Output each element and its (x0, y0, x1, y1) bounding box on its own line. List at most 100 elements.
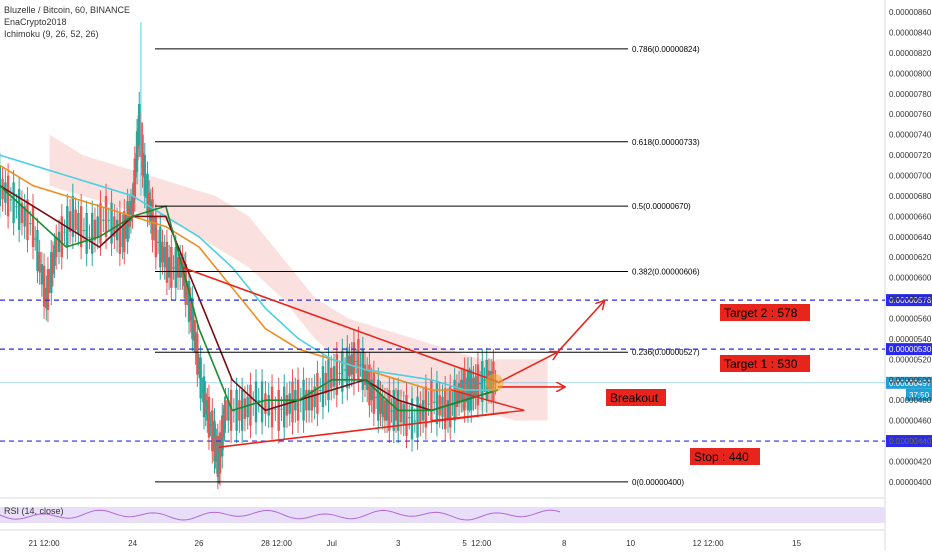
price-axis-tick: 0.00000500 (889, 376, 932, 385)
fib-level-label: 0(0.00000400) (632, 478, 684, 487)
candle-body (385, 400, 389, 421)
level-price-tag (886, 294, 932, 307)
candle-body (23, 206, 26, 227)
annotation-box[interactable] (720, 304, 810, 321)
target-arrow[interactable] (556, 301, 604, 353)
candle-body (392, 389, 395, 431)
candle-body (201, 389, 204, 391)
candle-body (354, 361, 358, 363)
candle-body (299, 400, 303, 402)
candle-body (121, 226, 124, 247)
triangle-trendline[interactable] (182, 266, 499, 383)
rsi-indicator-label[interactable]: RSI (14, close) (4, 506, 64, 516)
candle-body (68, 211, 72, 232)
candle-body (381, 396, 384, 418)
candle-body (310, 389, 314, 411)
target-arrow[interactable] (497, 352, 558, 384)
annotation-text: Target 1 : 530 (724, 357, 798, 371)
candle-body (377, 379, 380, 421)
annotation-box[interactable] (690, 448, 760, 465)
candle-body (277, 389, 280, 431)
candle-body (131, 195, 134, 217)
candle-body (199, 357, 202, 399)
countdown-tag (906, 388, 932, 401)
candle-body (51, 253, 55, 275)
candle-body (302, 379, 305, 421)
current-price-label: 0.00000497 (889, 379, 932, 388)
candle-body (161, 241, 164, 263)
candle-body (45, 287, 48, 309)
fib-level-label: 0.786(0.00000824) (632, 45, 700, 54)
candle-body (163, 247, 166, 268)
countdown-label: 37:50 (909, 391, 930, 400)
candle-body (481, 361, 484, 402)
chart-legend: Bluzelle / Bitcoin, 60, BINANCE EnaCrypt… (4, 4, 130, 40)
annotation-box[interactable] (606, 389, 666, 406)
candle-body (430, 379, 433, 421)
candle-body (372, 372, 376, 414)
candle-body (280, 408, 283, 410)
candle-body (48, 281, 51, 283)
time-axis-tick: Jul (327, 539, 337, 548)
candle-body (15, 206, 18, 208)
indicator-label[interactable]: Ichimoku (9, 26, 52, 26) (4, 29, 99, 39)
candle-body (209, 424, 212, 426)
annotation-text: Target 2 : 578 (724, 306, 798, 320)
candle-body (474, 376, 477, 397)
candle-body (327, 359, 330, 401)
candle-body (93, 219, 97, 241)
candle-body (343, 369, 347, 371)
level-price-tag (886, 435, 932, 448)
candle-body (184, 264, 187, 305)
candle-body (238, 400, 241, 421)
price-axis-tick: 0.00000580 (889, 294, 932, 303)
candle-body (104, 195, 108, 237)
candle-body (352, 342, 356, 384)
time-axis-tick: 21 (29, 539, 38, 548)
fib-level-label: 0.618(0.00000733) (632, 138, 700, 147)
candle-body (96, 216, 99, 237)
moving-average-line (0, 185, 499, 412)
candle-body (274, 408, 277, 410)
candle-body (141, 134, 144, 176)
candle-body (218, 432, 222, 474)
candle-body (438, 395, 441, 416)
price-axis-tick: 0.00000460 (889, 417, 932, 426)
candle-body (424, 386, 428, 428)
triangle-trendline[interactable] (218, 411, 508, 448)
candle-body (123, 211, 126, 253)
candle-body (246, 396, 249, 418)
candle-body (129, 201, 133, 222)
time-axis-tick: 8 (562, 539, 567, 548)
time-axis-tick: 12 (693, 539, 702, 548)
candle-body (235, 389, 238, 431)
annotation-box[interactable] (720, 355, 810, 372)
candle-body (107, 219, 111, 221)
candle-body (152, 228, 156, 230)
candle-body (388, 389, 391, 431)
candle-body (232, 410, 236, 412)
price-axis-tick: 0.00000660 (889, 212, 932, 221)
candle-body (40, 264, 44, 285)
candle-body (455, 386, 459, 407)
price-axis-tick: 0.00000440 (889, 437, 932, 446)
fib-level-label: 0.236(0.00000527) (632, 348, 700, 357)
candle-body (359, 364, 362, 366)
price-axis-tick: 0.00000740 (889, 131, 932, 140)
time-axis-tick: 12:00 (272, 539, 293, 548)
fib-level-label: 0.382(0.00000606) (632, 268, 700, 277)
price-axis-tick: 0.00000620 (889, 253, 932, 262)
time-axis-tick: 3 (396, 539, 401, 548)
candle-body (243, 398, 247, 419)
candle-body (457, 383, 461, 404)
candle-body (483, 379, 486, 381)
candle-body (197, 366, 201, 368)
candle-body (151, 199, 154, 241)
symbol-title[interactable]: Bluzelle / Bitcoin, 60, BINANCE (4, 5, 131, 15)
price-axis-tick: 0.00000840 (889, 29, 932, 38)
candle-body (88, 236, 91, 238)
candle-body (313, 386, 316, 407)
level-price-tag (886, 343, 932, 356)
